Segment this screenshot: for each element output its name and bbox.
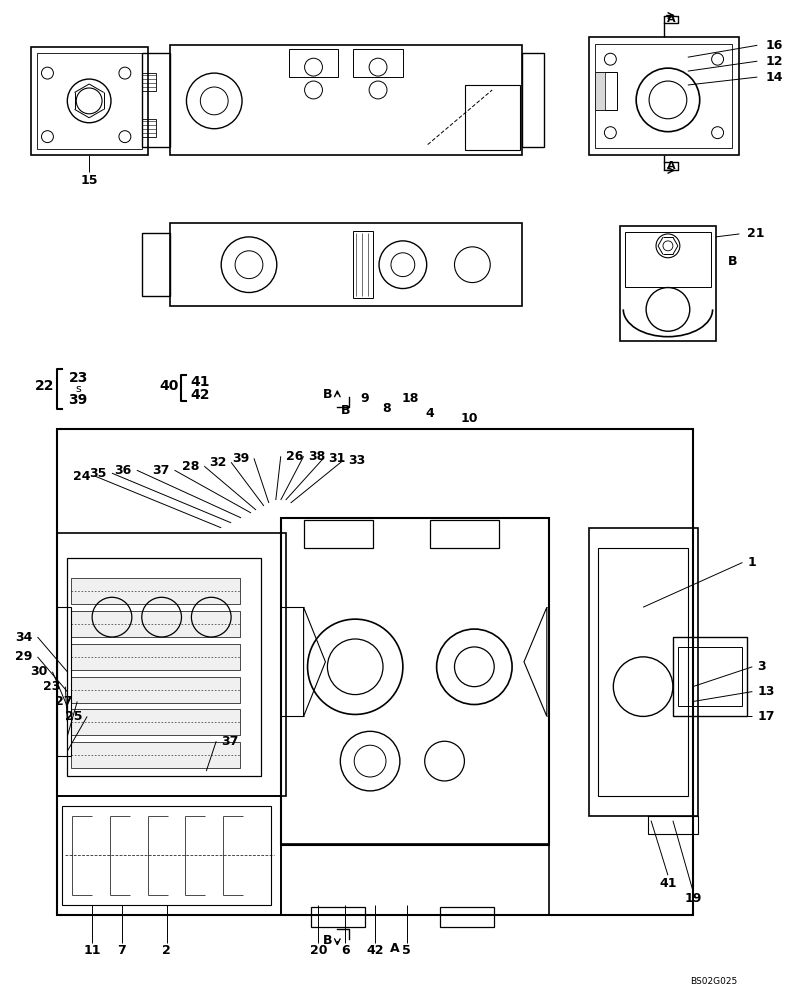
Bar [522,53,544,147]
Text: 4: 4 [426,407,434,420]
Text: 17: 17 [757,710,775,723]
Text: B: B [322,934,333,947]
Text: 30: 30 [30,665,47,678]
Text: 19: 19 [684,892,701,905]
Text: 16: 16 [765,39,782,52]
Bar [58,533,286,796]
Text: 27: 27 [55,695,72,708]
Bar [142,53,169,147]
Bar [58,607,71,756]
Text: 25: 25 [65,710,82,723]
Bar [71,677,240,703]
Bar [142,233,169,296]
Text: 1: 1 [747,556,756,569]
Text: 37: 37 [152,464,169,477]
Text: 38: 38 [309,450,325,463]
Bar [281,518,548,845]
Bar [440,907,494,927]
Text: s: s [76,384,81,394]
Bar [353,231,373,298]
Bar [466,85,520,150]
Text: 31: 31 [329,452,346,465]
Text: B: B [340,404,350,417]
Bar [596,72,605,110]
Text: 23: 23 [69,371,88,385]
Bar [71,578,240,604]
Text: 21: 21 [747,227,765,240]
Text: 36: 36 [114,464,132,477]
Text: 20: 20 [310,944,327,957]
Text: A: A [667,161,675,171]
Text: 10: 10 [461,412,478,425]
Text: B: B [322,388,333,401]
Bar [303,520,373,548]
Text: 23: 23 [43,680,61,693]
Text: 7: 7 [117,944,126,957]
Text: 34: 34 [15,631,32,644]
Text: A: A [390,942,400,955]
Text: 28: 28 [182,460,199,473]
Bar [598,548,688,796]
Text: 41: 41 [660,877,677,890]
Bar [678,647,742,706]
Bar [142,119,156,137]
Bar [71,742,240,768]
Text: 40: 40 [159,379,178,393]
Text: 29: 29 [15,650,32,663]
Bar [596,72,617,110]
Text: 12: 12 [765,55,782,68]
Bar [288,49,338,77]
Bar [310,907,365,927]
Bar [71,644,240,670]
Text: 18: 18 [401,392,418,405]
Text: 39: 39 [69,393,87,407]
Text: 2: 2 [162,944,171,957]
Text: 35: 35 [90,467,107,480]
Bar [589,528,697,816]
Bar [353,49,403,77]
Text: BS02G025: BS02G025 [690,977,738,986]
Text: 42: 42 [366,944,384,957]
Text: 24: 24 [72,470,90,483]
Bar [625,232,711,287]
Bar [648,816,697,834]
Text: 33: 33 [348,454,366,467]
Text: 8: 8 [383,402,392,415]
Bar [36,53,142,149]
Text: 15: 15 [80,174,98,187]
Bar [71,709,240,735]
Text: 14: 14 [765,71,782,84]
Text: 26: 26 [286,450,303,463]
Text: 5: 5 [403,944,411,957]
Bar [62,806,271,905]
Bar [169,223,522,306]
Text: 32: 32 [209,456,226,469]
Text: 39: 39 [232,452,249,465]
Bar [589,37,739,155]
Text: B: B [727,255,737,268]
Bar [67,558,261,776]
Bar [71,611,240,637]
Bar [281,844,548,915]
Bar [58,796,281,915]
Bar [31,47,147,155]
Text: 42: 42 [191,388,210,402]
Text: 13: 13 [757,685,775,698]
Bar [620,226,716,341]
Text: 11: 11 [84,944,101,957]
Text: 6: 6 [341,944,350,957]
Text: 22: 22 [35,379,54,393]
Bar [596,44,733,148]
Text: 9: 9 [361,392,370,405]
Bar [429,520,499,548]
Text: 41: 41 [191,375,210,389]
Text: 3: 3 [757,660,766,673]
Text: A: A [667,14,675,24]
Bar [169,45,522,155]
Bar [142,73,156,91]
Text: 37: 37 [221,735,239,748]
Bar [58,429,693,915]
Bar [673,637,747,716]
